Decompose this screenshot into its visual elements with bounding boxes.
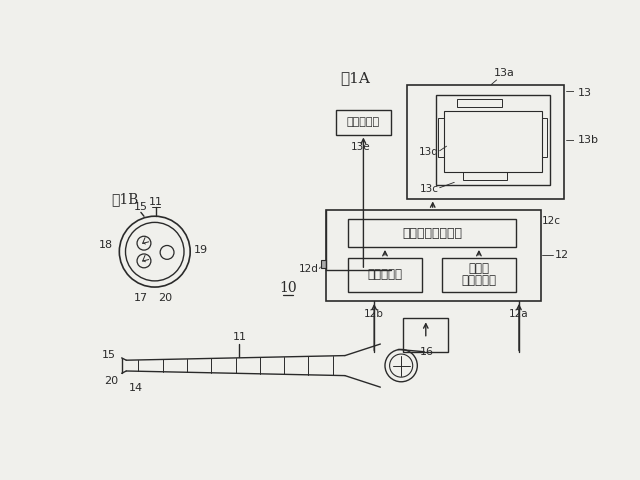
Text: 12: 12 xyxy=(554,250,568,260)
Text: 13e: 13e xyxy=(351,142,370,152)
Text: 15: 15 xyxy=(102,350,115,360)
Text: 図1B: 図1B xyxy=(111,192,138,206)
Text: 12d: 12d xyxy=(299,264,319,274)
Text: 12b: 12b xyxy=(364,309,384,319)
Bar xyxy=(336,110,391,134)
Text: 画像合成ユニット: 画像合成ユニット xyxy=(402,227,462,240)
Text: スピーカー: スピーカー xyxy=(347,117,380,127)
Bar xyxy=(321,260,326,268)
Bar xyxy=(406,84,564,199)
Text: 13b: 13b xyxy=(579,135,599,145)
Text: 12a: 12a xyxy=(509,309,529,319)
Text: 11: 11 xyxy=(149,197,163,207)
Text: 15: 15 xyxy=(134,202,148,212)
Bar xyxy=(326,210,541,301)
Text: 20: 20 xyxy=(104,376,118,386)
Text: 20: 20 xyxy=(159,293,173,303)
Bar xyxy=(458,99,502,107)
Text: 11: 11 xyxy=(232,333,246,343)
Bar xyxy=(348,219,516,247)
Text: 12c: 12c xyxy=(542,216,561,226)
Text: 13c: 13c xyxy=(420,184,439,194)
Text: 10: 10 xyxy=(279,281,297,295)
Bar xyxy=(444,111,542,172)
Bar xyxy=(403,318,448,352)
Bar xyxy=(463,172,508,180)
Text: 14: 14 xyxy=(129,383,143,393)
Bar xyxy=(348,258,422,292)
Text: 17: 17 xyxy=(134,293,148,303)
Text: プロセッサ: プロセッサ xyxy=(461,275,497,288)
Text: 圧力検知部: 圧力検知部 xyxy=(367,268,403,281)
Text: 13a: 13a xyxy=(494,68,515,78)
Text: 18: 18 xyxy=(99,240,113,251)
Text: 13: 13 xyxy=(579,88,592,98)
Text: 13d: 13d xyxy=(419,147,439,157)
Bar xyxy=(542,119,547,157)
Bar xyxy=(442,258,516,292)
Text: 19: 19 xyxy=(194,245,208,255)
Text: 図1A: 図1A xyxy=(340,72,370,85)
Text: 16: 16 xyxy=(420,347,434,357)
Text: 内視鏡: 内視鏡 xyxy=(468,262,490,275)
Bar xyxy=(436,96,550,185)
Bar xyxy=(438,119,444,157)
